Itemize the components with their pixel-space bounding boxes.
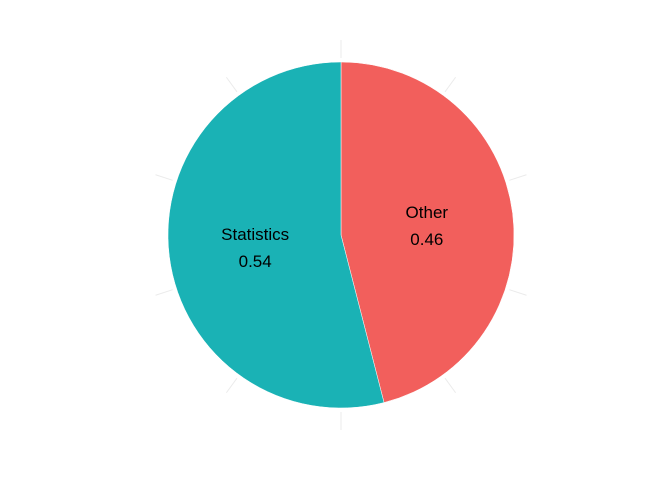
grid-tick [225, 377, 238, 394]
pie-slices [167, 61, 515, 409]
grid-tick [155, 174, 173, 181]
slice-value-other: 0.46 [410, 230, 443, 249]
slice-labels: Other 0.46 Statistics 0.54 [221, 203, 448, 271]
grid-tick [509, 289, 527, 296]
polar-grid [155, 40, 527, 430]
grid-tick [509, 174, 527, 181]
grid-tick [225, 76, 238, 93]
pie-slice-other [340, 61, 515, 403]
grid-tick [444, 76, 457, 93]
slice-value-statistics: 0.54 [239, 252, 272, 271]
slice-label-statistics: Statistics [221, 225, 289, 244]
pie-slice-statistics [167, 61, 385, 409]
grid-tick [444, 377, 457, 394]
grid-tick [155, 289, 173, 296]
slice-label-other: Other [406, 203, 449, 222]
